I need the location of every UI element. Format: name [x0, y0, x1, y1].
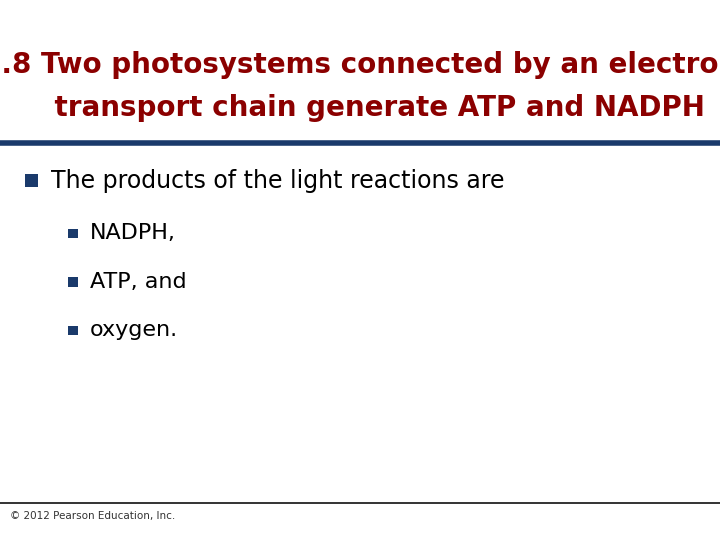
Text: The products of the light reactions are: The products of the light reactions are [51, 169, 505, 193]
Text: NADPH,: NADPH, [90, 223, 176, 244]
Text: transport chain generate ATP and NADPH: transport chain generate ATP and NADPH [16, 94, 704, 122]
Text: 7.8 Two photosystems connected by an electron: 7.8 Two photosystems connected by an ele… [0, 51, 720, 79]
Text: © 2012 Pearson Education, Inc.: © 2012 Pearson Education, Inc. [10, 511, 176, 521]
Text: ATP, and: ATP, and [90, 272, 186, 292]
Text: oxygen.: oxygen. [90, 320, 178, 341]
